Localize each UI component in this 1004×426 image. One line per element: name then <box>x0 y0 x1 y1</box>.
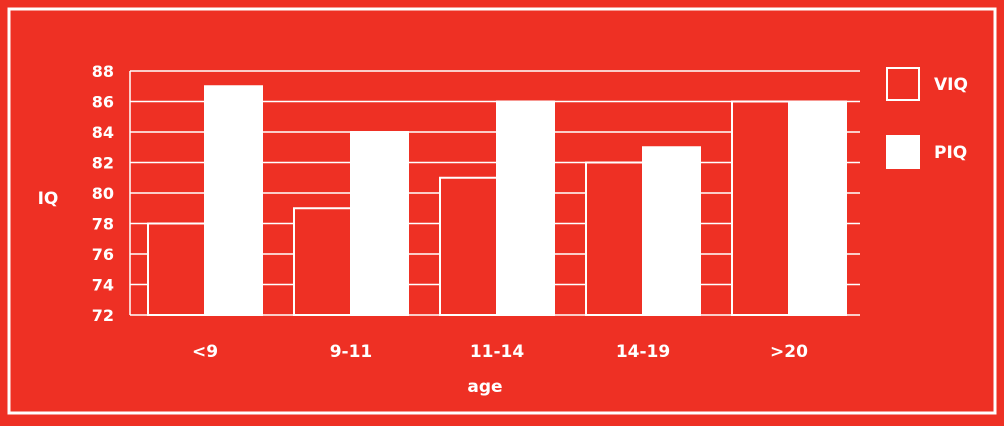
x-tick-label: 14-19 <box>616 342 670 362</box>
x-tick-label: >20 <box>770 342 808 362</box>
legend-label-piq: PIQ <box>934 143 967 163</box>
legend-swatch-piq <box>886 135 920 169</box>
bar-viq <box>147 222 206 316</box>
y-tick-label: 82 <box>92 154 114 173</box>
y-tick-labels: 72 74 76 78 80 82 84 86 88 <box>92 62 114 325</box>
bar-piq <box>350 131 409 316</box>
y-tick-label: 80 <box>92 184 114 203</box>
y-axis-label: IQ <box>38 189 59 209</box>
legend: VIQ PIQ <box>886 67 968 169</box>
y-tick-label: 86 <box>92 93 114 112</box>
bar-viq <box>293 207 352 316</box>
bar-piq <box>496 100 555 316</box>
bar-piq <box>642 146 701 316</box>
bar-viq <box>585 161 644 316</box>
y-tick-label: 88 <box>92 62 114 81</box>
y-tick-label: 74 <box>92 276 114 295</box>
legend-label-viq: VIQ <box>934 75 968 95</box>
bar-piq <box>204 85 263 316</box>
bar-viq <box>439 176 498 316</box>
bars-layer <box>147 85 847 316</box>
chart-frame <box>7 7 997 415</box>
x-tick-label: 9-11 <box>330 342 373 362</box>
bar-viq <box>731 100 790 316</box>
y-tick-label: 76 <box>92 245 114 264</box>
x-axis-label: age <box>467 377 502 397</box>
y-tick-label: 84 <box>92 123 114 142</box>
x-tick-labels: <9 9-11 11-14 14-19 >20 <box>192 342 808 362</box>
bar-piq <box>788 100 847 316</box>
y-tick-label: 78 <box>92 215 114 234</box>
legend-swatch-viq <box>886 67 920 101</box>
x-tick-label: 11-14 <box>470 342 525 362</box>
y-tick-label: 72 <box>92 306 114 325</box>
x-tick-label: <9 <box>192 342 218 362</box>
